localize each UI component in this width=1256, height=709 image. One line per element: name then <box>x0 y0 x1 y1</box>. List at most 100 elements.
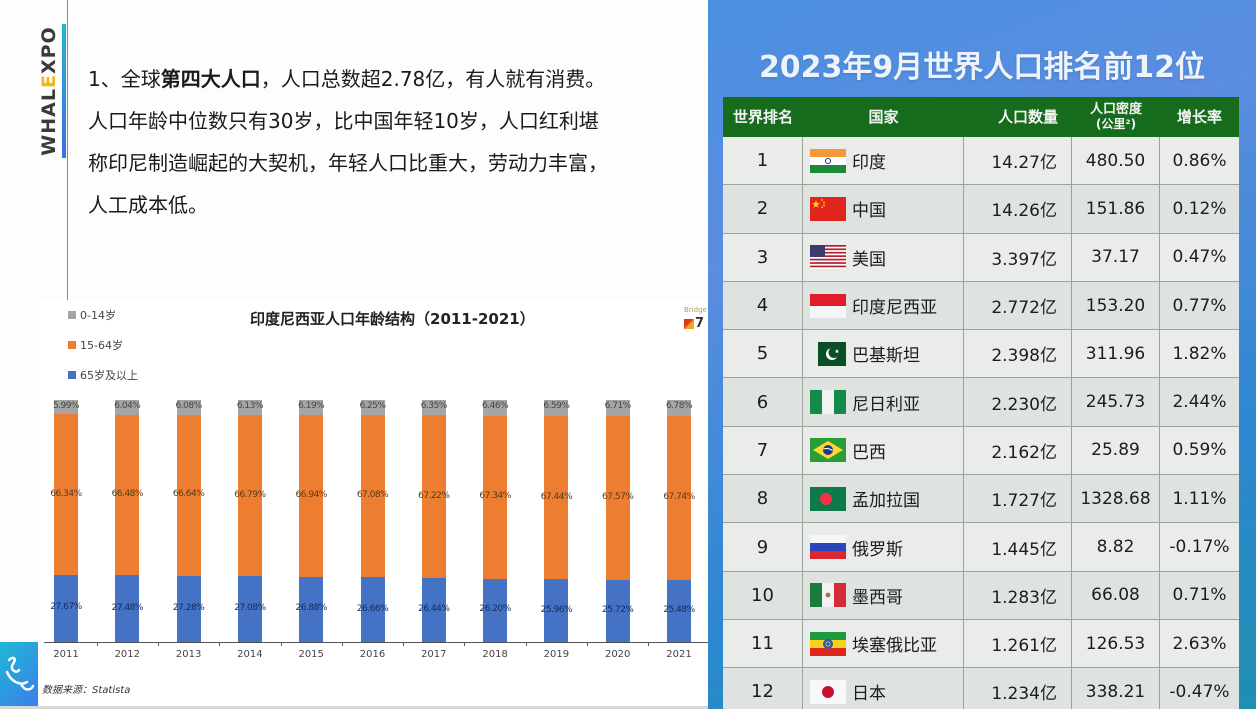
x-tick-label: 2014 <box>237 649 263 660</box>
bar-segment: 66.34% <box>50 414 82 576</box>
bar-segment: 66.64% <box>173 414 205 576</box>
x-tick-label: 2013 <box>175 649 202 660</box>
intro-highlight: 第四大人口 <box>160 67 261 91</box>
x-tick <box>157 642 159 646</box>
russia-flag-icon <box>810 535 846 560</box>
data-label: 25.72% <box>602 604 634 615</box>
population-cell: 3.397亿 <box>964 233 1072 281</box>
country-cell: 孟加拉国 <box>803 475 964 523</box>
bar-segment: 27.08% <box>234 576 266 642</box>
rank-cell: 3 <box>723 233 803 281</box>
x-tick-label: 2015 <box>298 649 324 660</box>
bar-segment: 6.46% <box>482 400 509 416</box>
growth-cell: -0.17% <box>1169 537 1230 558</box>
intro-line-3: 称印尼制造崛起的大契机，年轻人口比重大，劳动力丰富， <box>88 151 608 175</box>
growth-cell: 1.11% <box>1172 488 1227 509</box>
data-label: 26.20% <box>479 604 511 615</box>
country-name: 美国 <box>852 249 886 270</box>
table-row: 5 巴基斯坦 2.398亿 311.96 1.82% <box>723 330 1239 379</box>
bar-segment: 6.19% <box>298 400 325 415</box>
bar-segment: 26.66% <box>357 577 389 642</box>
table-row: 8 孟加拉国 1.727亿 1328.68 1.11% <box>723 475 1239 524</box>
bar-segment: 26.44% <box>418 578 450 642</box>
population-cell: 2.162亿 <box>964 426 1072 475</box>
x-axis-labels: 2011 2012 2013 2014 2015 2016 2017 2018 2019 2020… <box>38 649 708 663</box>
growth-cell: 0.71% <box>1172 585 1227 606</box>
density-cell: 153.20 <box>1072 281 1160 330</box>
density-cell: 37.17 <box>1072 233 1160 281</box>
country-name: 巴西 <box>852 442 886 463</box>
brand-highlight: E <box>38 74 60 89</box>
growth-cell: 0.12% <box>1172 198 1227 219</box>
bar-segment: 67.08% <box>357 415 389 578</box>
table-row: 4 印度尼西亚 2.772亿 153.20 0.77% <box>723 281 1239 331</box>
chart-plot-area: 5.99% 66.34% 27.67% 6.04% 66.48% 27.48% 6.08% 6… <box>38 400 708 642</box>
bar-segment: 6.71% <box>605 400 631 417</box>
bar-2018: 6.46% 67.34% 26.20% <box>479 400 511 642</box>
data-label: 5.99% <box>52 401 80 411</box>
data-label: 6.19% <box>298 401 325 411</box>
x-tick-label: 2019 <box>543 649 570 660</box>
country-cell: 尼日利亚 <box>803 378 964 426</box>
rank-cell: 7 <box>723 426 803 475</box>
bar-segment: 5.99% <box>52 400 80 415</box>
data-label: 26.66% <box>356 603 389 614</box>
growth-cell: 0.47% <box>1172 247 1227 268</box>
x-tick <box>341 642 343 646</box>
country-name: 孟加拉国 <box>852 491 920 512</box>
data-label: 67.44% <box>540 491 573 502</box>
bar-segment: 27.28% <box>173 575 205 642</box>
x-tick <box>464 642 466 646</box>
rank-cell: 1 <box>723 137 803 185</box>
intro-line-2: 人口年龄中位数只有30岁，比中国年轻10岁，人口红利堪 <box>88 109 599 133</box>
bar-segment: 66.79% <box>234 414 266 577</box>
col-population: 人口数量 <box>997 107 1058 126</box>
col-density: 人口密度 (公里²) <box>1089 102 1142 131</box>
country-name: 巴基斯坦 <box>852 346 920 367</box>
data-label: 6.78% <box>665 401 693 411</box>
table-row: 9 俄罗斯 1.445亿 8.82 -0.17% <box>723 523 1239 572</box>
bar-segment: 66.48% <box>112 414 143 576</box>
country-name: 印度 <box>852 153 886 174</box>
data-label: 25.48% <box>663 605 695 616</box>
x-tick-label: 2016 <box>359 649 386 660</box>
x-tick <box>648 642 650 646</box>
data-label: 67.57% <box>602 491 634 502</box>
country-name: 日本 <box>852 684 886 705</box>
bar-segment: 67.34% <box>479 415 511 579</box>
rank-cell: 5 <box>723 330 803 378</box>
x-tick-label: 2011 <box>53 649 79 660</box>
data-label: 67.74% <box>663 492 695 503</box>
rank-cell: 9 <box>723 523 803 571</box>
data-label: 26.44% <box>418 604 450 614</box>
x-tick <box>96 642 98 646</box>
ranking-table: 世界排名 国家 人口数量 人口密度 (公里²) 增长率 1 印度 14.27亿 480… <box>723 97 1239 709</box>
country-cell: 印度 <box>803 137 964 185</box>
country-cell: 巴西 <box>803 426 964 475</box>
brand-accent-bar <box>62 24 66 158</box>
whalexpo-logo: WHALEXPO <box>36 26 64 156</box>
data-label: 27.28% <box>172 602 205 613</box>
x-tick <box>219 642 221 646</box>
data-label: 6.59% <box>543 401 570 411</box>
legend-swatch <box>68 371 76 379</box>
data-label: 6.08% <box>175 401 203 411</box>
brand-suffix: XPO <box>38 26 60 75</box>
chart-title: 印度尼西亚人口年龄结构（2011-2021） <box>250 310 535 328</box>
x-tick <box>525 642 527 646</box>
col-rank: 世界排名 <box>732 107 793 126</box>
bar-2011: 5.99% 66.34% 27.67% <box>50 400 82 642</box>
rank-cell: 11 <box>723 619 803 668</box>
rank-cell: 8 <box>723 475 803 523</box>
table-row: 1 印度 14.27亿 480.50 0.86% <box>723 137 1239 186</box>
bar-segment: 25.72% <box>602 579 634 642</box>
data-label: 27.67% <box>50 602 82 613</box>
x-tick <box>403 642 405 646</box>
data-label: 66.64% <box>172 489 205 500</box>
legend-swatch <box>68 311 76 319</box>
country-name: 墨西哥 <box>852 587 903 608</box>
data-label: 66.48% <box>111 489 144 500</box>
ethiopia-flag-icon <box>810 631 846 656</box>
chart-source: 数据来源：Statista <box>42 685 131 696</box>
data-label: 27.08% <box>234 603 266 614</box>
